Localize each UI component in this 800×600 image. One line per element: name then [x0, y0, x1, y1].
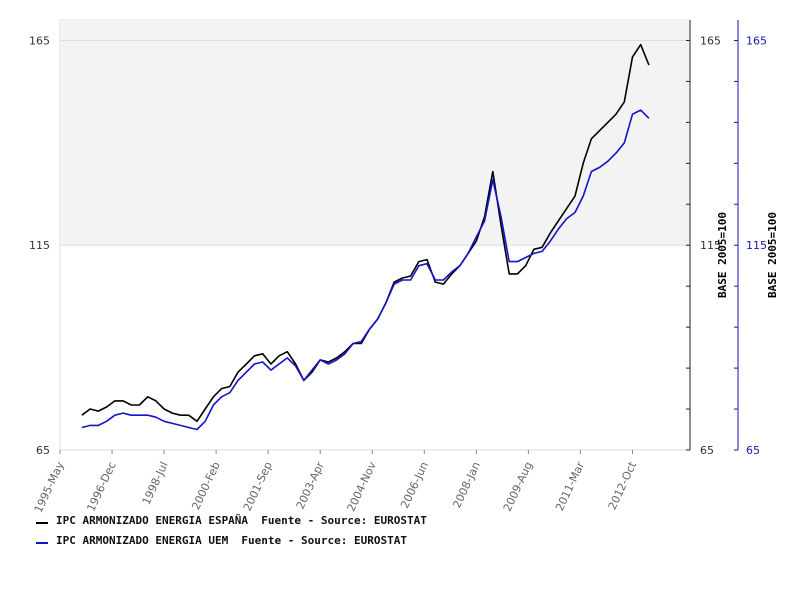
legend-label: IPC ARMONIZADO ENERGIA UEM Fuente - Sour… [56, 534, 407, 547]
x-tick-label: 2011-Mar [553, 459, 587, 513]
y-tick-label-right2: 115 [746, 239, 767, 252]
legend-item: IPC ARMONIZADO ENERGIA UEM Fuente - Sour… [36, 534, 407, 547]
y-tick-label-right2: 65 [746, 444, 760, 457]
x-tick-label: 1995-May [32, 459, 67, 515]
x-tick-label: 2003-Apr [294, 459, 327, 511]
x-tick-label: 2008-Jan [450, 460, 483, 510]
x-tick-label: 1998-Jul [140, 460, 171, 507]
y-axis-title-right: BASE 2005=100 [766, 212, 779, 298]
y-tick-label-right2: 165 [746, 34, 767, 47]
x-tick-label: 2009-Aug [501, 460, 535, 514]
y-tick-label-right: 65 [700, 444, 714, 457]
legend-swatch [36, 541, 48, 544]
y-tick-label-left: 165 [29, 34, 50, 47]
x-tick-label: 2006-Jun [398, 460, 431, 511]
x-tick-label: 2004-Nov [345, 459, 380, 513]
y-tick-label-right: 115 [700, 239, 721, 252]
x-tick-label: 1996-Dec [84, 460, 118, 514]
y-tick-label-right: 165 [700, 34, 721, 47]
y-tick-label-left: 65 [36, 444, 50, 457]
shaded-band [61, 20, 689, 246]
legend-label: IPC ARMONIZADO ENERGIA ESPAÑA Fuente - S… [56, 514, 427, 527]
x-tick-label: 2000-Feb [189, 460, 223, 512]
x-tick-label: 2012-Oct [606, 459, 640, 512]
x-tick-label: 2001-Sep [241, 460, 275, 513]
y-tick-label-left: 115 [29, 239, 50, 252]
y-axis-title: BASE 2005=100 [716, 212, 729, 298]
series-line-2 [81, 109, 650, 431]
legend-swatch [36, 521, 48, 524]
legend-item: IPC ARMONIZADO ENERGIA ESPAÑA Fuente - S… [36, 514, 427, 527]
